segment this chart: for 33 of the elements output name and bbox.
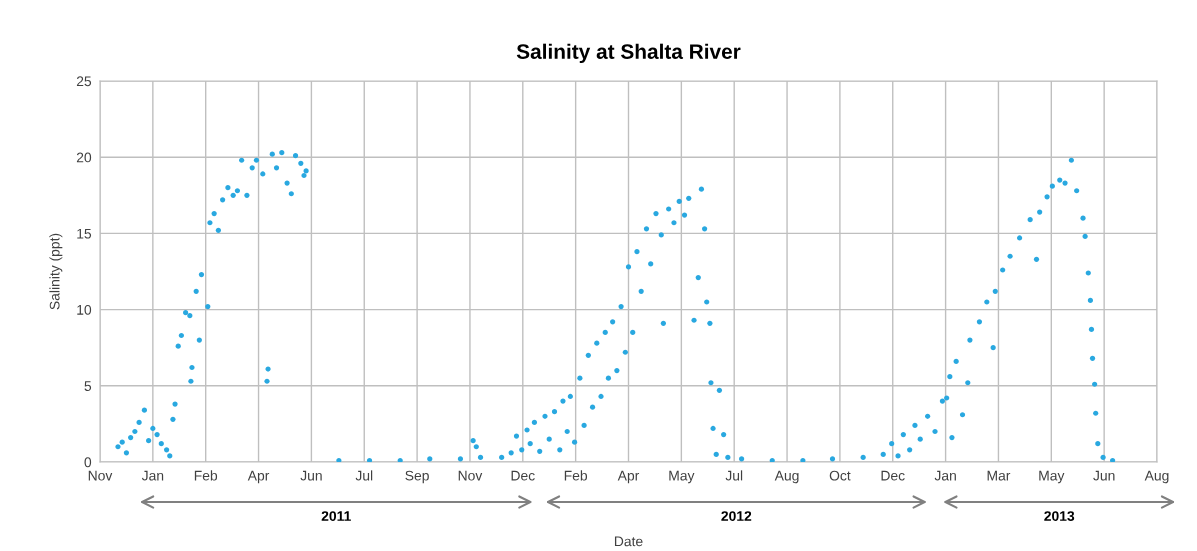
x-tick-label: May bbox=[669, 470, 695, 484]
x-tick-label: Oct bbox=[829, 470, 851, 481]
text: 2011 bbox=[321, 511, 351, 521]
x-tick-label: Aug bbox=[1144, 470, 1169, 484]
y-tick-label: 10 bbox=[77, 304, 92, 315]
x-tick-label: May bbox=[1039, 470, 1065, 484]
x-tick-label: Dec bbox=[511, 470, 535, 481]
chart-title: Salinity at Shalta River bbox=[516, 43, 741, 64]
x-tick-label: Apr bbox=[617, 470, 640, 484]
x-tick-label: Feb bbox=[564, 470, 588, 481]
x-tick-label: Nov bbox=[458, 470, 483, 481]
y-tick-label: 20 bbox=[76, 152, 92, 163]
x-tick-label: Jun bbox=[1093, 470, 1115, 481]
x-tick-label: Sep bbox=[405, 470, 429, 484]
x-tick-label: Mar bbox=[987, 470, 1011, 481]
y-tick-label: 15 bbox=[77, 228, 92, 239]
x-tick-label: Jan bbox=[141, 470, 164, 481]
y-axis-title: Salinity (ppt) bbox=[49, 233, 63, 310]
y-tick-label: 0 bbox=[84, 457, 92, 468]
x-tick-label: Feb bbox=[194, 470, 218, 481]
x-tick-label: Jul bbox=[725, 470, 743, 481]
y-tick-label: 5 bbox=[84, 381, 92, 391]
text: 2013 bbox=[1044, 511, 1075, 521]
x-tick-label: Jun bbox=[300, 470, 322, 481]
x-tick-label: Jan bbox=[934, 470, 956, 481]
y-tick-label: 25 bbox=[76, 76, 92, 87]
x-tick-label: Nov bbox=[88, 470, 113, 481]
text: 2012 bbox=[721, 511, 752, 521]
x-tick-label: Apr bbox=[247, 470, 270, 484]
x-tick-label: Aug bbox=[774, 470, 799, 484]
x-tick-label: Jul bbox=[355, 470, 373, 481]
x-axis-title: Date bbox=[614, 536, 643, 547]
x-tick-label: Dec bbox=[881, 470, 905, 481]
